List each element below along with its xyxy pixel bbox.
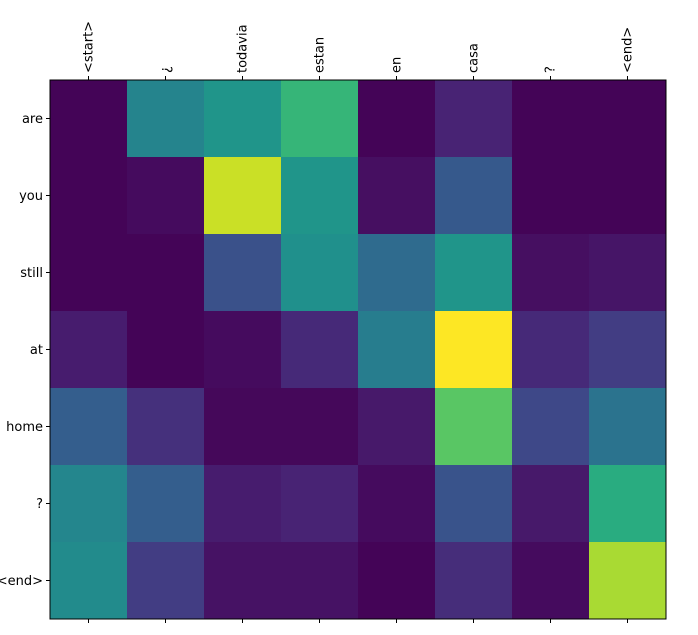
x-tick-label-3: estan: [313, 37, 328, 73]
y-tick-label-0: are: [22, 112, 43, 127]
heatmap-cell-r5-c4: [358, 465, 436, 543]
heatmap-cell-r2-c0: [50, 234, 128, 312]
x-tick-label-6: ?: [544, 66, 559, 73]
x-tick-label-0: <start>: [82, 21, 97, 73]
heatmap-cell-r0-c0: [50, 80, 128, 158]
heatmap-cell-r0-c5: [435, 80, 513, 158]
heatmap-cell-r5-c2: [204, 465, 282, 543]
y-tick-label-3: at: [30, 343, 43, 358]
y-tick-label-5: ?: [36, 497, 43, 512]
heatmap-cell-r5-c5: [435, 465, 513, 543]
heatmap-cell-r2-c4: [358, 234, 436, 312]
heatmap-cell-r1-c0: [50, 157, 128, 235]
heatmap-cell-r2-c6: [512, 234, 590, 312]
heatmap-cell-r4-c7: [589, 388, 667, 466]
heatmap-cell-r6-c1: [127, 542, 205, 620]
heatmap-cell-r5-c7: [589, 465, 667, 543]
heatmap-cell-r4-c6: [512, 388, 590, 466]
heatmap-cell-r6-c5: [435, 542, 513, 620]
heatmap-cell-r1-c2: [204, 157, 282, 235]
heatmap-cell-r3-c4: [358, 311, 436, 389]
heatmap-cell-r2-c1: [127, 234, 205, 312]
heatmap-cell-r2-c5: [435, 234, 513, 312]
heatmap-cell-r0-c1: [127, 80, 205, 158]
heatmap-cell-r0-c2: [204, 80, 282, 158]
heatmap-cell-r4-c4: [358, 388, 436, 466]
heatmap-cell-r1-c7: [589, 157, 667, 235]
heatmap-cell-r6-c7: [589, 542, 667, 620]
heatmap-cell-r2-c7: [589, 234, 667, 312]
x-tick-label-7: <end>: [621, 27, 636, 73]
heatmap-cell-r3-c6: [512, 311, 590, 389]
heatmap-cell-r1-c1: [127, 157, 205, 235]
heatmap-cell-r0-c6: [512, 80, 590, 158]
heatmap-cell-r6-c4: [358, 542, 436, 620]
y-tick-label-6: <end>: [0, 574, 43, 589]
heatmap-cell-r3-c5: [435, 311, 513, 389]
heatmap-cell-r3-c0: [50, 311, 128, 389]
y-axis-ticks: are you still at home? <end>: [0, 112, 50, 589]
heatmap-cell-r6-c6: [512, 542, 590, 620]
heatmap-cell-r4-c0: [50, 388, 128, 466]
heatmap-cell-r5-c0: [50, 465, 128, 543]
x-axis-ticks: <start> ¿ todavia estan en casa? <end>: [82, 21, 636, 623]
heatmap-cell-r3-c3: [281, 311, 359, 389]
heatmap-cell-r0-c7: [589, 80, 667, 158]
heatmap-cell-r1-c3: [281, 157, 359, 235]
heatmap-cell-r4-c1: [127, 388, 205, 466]
heatmap-cell-r3-c2: [204, 311, 282, 389]
heatmap-cell-r0-c4: [358, 80, 436, 158]
heatmap-cell-r1-c6: [512, 157, 590, 235]
heatmap-cell-r1-c4: [358, 157, 436, 235]
heatmap-cell-r6-c3: [281, 542, 359, 620]
heatmap-cell-r4-c2: [204, 388, 282, 466]
heatmap-cell-r2-c3: [281, 234, 359, 312]
heatmap-cell-r6-c2: [204, 542, 282, 620]
heatmap-cell-r1-c5: [435, 157, 513, 235]
x-tick-label-5: casa: [467, 43, 482, 73]
heatmap-cells: [50, 80, 667, 620]
heatmap-cell-r3-c1: [127, 311, 205, 389]
heatmap-cell-r3-c7: [589, 311, 667, 389]
heatmap-cell-r2-c2: [204, 234, 282, 312]
y-tick-label-2: still: [20, 266, 43, 281]
heatmap-cell-r5-c6: [512, 465, 590, 543]
y-tick-label-1: you: [19, 189, 43, 204]
x-tick-label-2: todavia: [236, 24, 251, 73]
heatmap-cell-r4-c3: [281, 388, 359, 466]
heatmap-cell-r6-c0: [50, 542, 128, 620]
heatmap-cell-r4-c5: [435, 388, 513, 466]
heatmap-cell-r5-c3: [281, 465, 359, 543]
y-tick-label-4: home: [6, 420, 43, 435]
heatmap-cell-r5-c1: [127, 465, 205, 543]
x-tick-label-1: ¿: [159, 66, 174, 73]
x-tick-label-4: en: [390, 57, 405, 73]
heatmap-cell-r0-c3: [281, 80, 359, 158]
